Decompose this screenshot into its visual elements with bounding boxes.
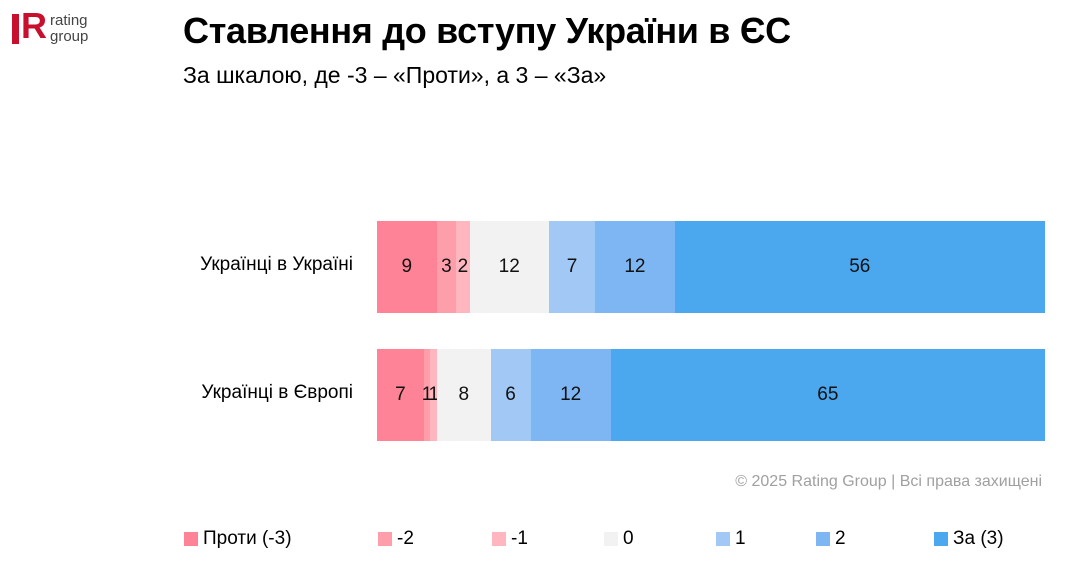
legend-label: 2 bbox=[835, 528, 846, 549]
legend-swatch-icon bbox=[934, 532, 948, 546]
row-label-ukraine: Українці в Україні bbox=[200, 254, 353, 275]
bar-segment: 12 bbox=[469, 221, 549, 313]
legend-label: -2 bbox=[397, 528, 414, 549]
legend-item: -2 bbox=[378, 528, 414, 550]
bar-segment: 65 bbox=[610, 349, 1045, 441]
segment-value-label: 1 bbox=[428, 384, 440, 405]
segment-value-label: 9 bbox=[401, 256, 413, 277]
bar-segment: 1 bbox=[421, 349, 433, 441]
segment-value-label: 65 bbox=[817, 384, 839, 405]
copyright-notice: © 2025 Rating Group | Всі права захищені bbox=[735, 473, 1042, 490]
bar-segment: 9 bbox=[377, 221, 437, 313]
logo-mark-icon: R bbox=[12, 8, 47, 46]
bar-row-europe: 7 1 1 8 6 12 65 bbox=[377, 349, 1045, 441]
logo-line-1: rating bbox=[50, 12, 88, 29]
logo-text: rating group bbox=[50, 13, 88, 45]
bar-segment: 12 bbox=[530, 349, 611, 441]
logo-line-2: group bbox=[50, 28, 89, 45]
bar-segment: 2 bbox=[456, 221, 470, 313]
legend-label: -1 bbox=[511, 528, 528, 549]
legend-item: Проти (-3) bbox=[184, 528, 292, 550]
legend-swatch-icon bbox=[378, 532, 392, 546]
legend-item: За (3) bbox=[934, 528, 1004, 550]
legend-item: 1 bbox=[716, 528, 746, 550]
segment-value-label: 7 bbox=[395, 384, 406, 405]
segment-value-label: 12 bbox=[624, 256, 646, 277]
chart-subtitle: За шкалою, де -3 – «Проти», а 3 – «За» bbox=[183, 62, 607, 88]
legend-label: 0 bbox=[623, 528, 634, 549]
rating-group-logo: R rating group bbox=[12, 8, 88, 46]
legend-swatch-icon bbox=[604, 532, 618, 546]
bar-segment: 7 bbox=[377, 349, 424, 441]
row-label-europe: Українці в Європі bbox=[201, 382, 353, 403]
legend-item: -1 bbox=[492, 528, 528, 550]
bar-row-ukraine: 9 3 2 12 7 12 56 bbox=[377, 221, 1045, 313]
bar-segment: 12 bbox=[595, 221, 675, 313]
segment-value-label: 7 bbox=[566, 256, 578, 277]
segment-value-label: 1 bbox=[421, 384, 433, 405]
bar-segment: 8 bbox=[437, 349, 491, 441]
bar-segment: 56 bbox=[674, 221, 1045, 313]
segment-value-label: 2 bbox=[457, 256, 469, 277]
chart-title: Ставлення до вступу України в ЄС bbox=[183, 10, 791, 51]
segment-value-label: 12 bbox=[498, 256, 520, 277]
segment-value-label: 56 bbox=[849, 256, 871, 277]
segment-value-label: 3 bbox=[441, 256, 452, 277]
segment-value-label: 8 bbox=[458, 384, 470, 405]
chart-legend: Проти (-3) -2 -1 0 1 2 За (3) bbox=[184, 528, 1064, 554]
legend-item: 0 bbox=[604, 528, 634, 550]
bar-segment: 7 bbox=[548, 221, 596, 313]
legend-item: 2 bbox=[816, 528, 846, 550]
legend-swatch-icon bbox=[184, 532, 198, 546]
segment-value-label: 6 bbox=[505, 384, 516, 405]
bar-segment: 1 bbox=[428, 349, 440, 441]
bar-segment: 6 bbox=[490, 349, 531, 441]
legend-swatch-icon bbox=[492, 532, 506, 546]
legend-label: Проти (-3) bbox=[203, 528, 292, 549]
legend-swatch-icon bbox=[816, 532, 830, 546]
bar-segment: 3 bbox=[436, 221, 457, 313]
legend-label: 1 bbox=[735, 528, 746, 549]
legend-label: За (3) bbox=[953, 528, 1004, 549]
segment-value-label: 12 bbox=[560, 384, 582, 405]
legend-swatch-icon bbox=[716, 532, 730, 546]
